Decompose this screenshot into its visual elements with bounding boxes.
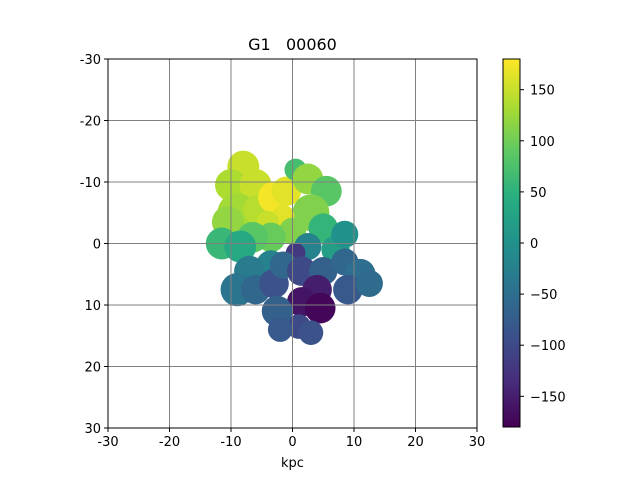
x-tick-label-0: -30 bbox=[97, 435, 118, 450]
y-tick-label-1: -20 bbox=[80, 115, 101, 130]
grid-lines bbox=[108, 59, 477, 428]
colorbar-tick-label-1: 100 bbox=[530, 135, 555, 150]
colorbar-tick-label-6: −150 bbox=[530, 390, 566, 405]
colorbar: 150 100 50 0 −50 −100 −150 bbox=[502, 58, 566, 428]
map-cell-42 bbox=[355, 269, 383, 298]
x-tick-label-2: -10 bbox=[220, 435, 241, 450]
x-tick-label-4: 10 bbox=[346, 435, 363, 450]
y-axis-ticks: -30 -20 -10 0 10 20 30 bbox=[80, 53, 108, 437]
x-axis-ticks: -30 -20 -10 0 10 20 30 bbox=[97, 428, 485, 450]
y-tick-label-4: 10 bbox=[84, 299, 101, 314]
x-tick-label-3: 0 bbox=[288, 435, 296, 450]
map-cell-36 bbox=[298, 320, 324, 345]
colorbar-gradient bbox=[502, 58, 521, 428]
colorbar-tick-label-4: −50 bbox=[530, 288, 557, 303]
y-tick-label-2: -10 bbox=[80, 176, 101, 191]
x-axis-label: kpc bbox=[281, 456, 304, 471]
map-cell-38 bbox=[267, 317, 293, 342]
map-cell-18 bbox=[224, 230, 257, 263]
y-tick-label-5: 20 bbox=[84, 361, 101, 376]
map-cell-34 bbox=[304, 292, 336, 324]
x-tick-label-6: 30 bbox=[469, 435, 486, 450]
colorbar-tick-label-3: 0 bbox=[530, 237, 538, 252]
y-tick-label-3: 0 bbox=[93, 238, 101, 253]
velocity-map bbox=[205, 150, 383, 345]
colorbar-tick-label-2: 50 bbox=[530, 186, 547, 201]
colorbar-ticks: 150 100 50 0 −50 −100 −150 bbox=[520, 84, 566, 405]
map-cell-19 bbox=[308, 213, 339, 243]
map-cell-21 bbox=[331, 220, 359, 248]
chart-title: G1 00060 bbox=[248, 35, 337, 54]
x-tick-label-5: 20 bbox=[407, 435, 424, 450]
y-tick-label-6: 30 bbox=[84, 422, 101, 437]
plot-area: -30 -20 -10 0 10 20 30 -30 -20 -10 0 10 20 30 kpc bbox=[80, 53, 486, 471]
colorbar-tick-label-0: 150 bbox=[530, 84, 555, 99]
colorbar-tick-label-5: −100 bbox=[530, 339, 566, 354]
y-tick-label-0: -30 bbox=[80, 53, 101, 68]
map-cell-41 bbox=[333, 274, 363, 305]
x-tick-label-1: -20 bbox=[159, 435, 180, 450]
